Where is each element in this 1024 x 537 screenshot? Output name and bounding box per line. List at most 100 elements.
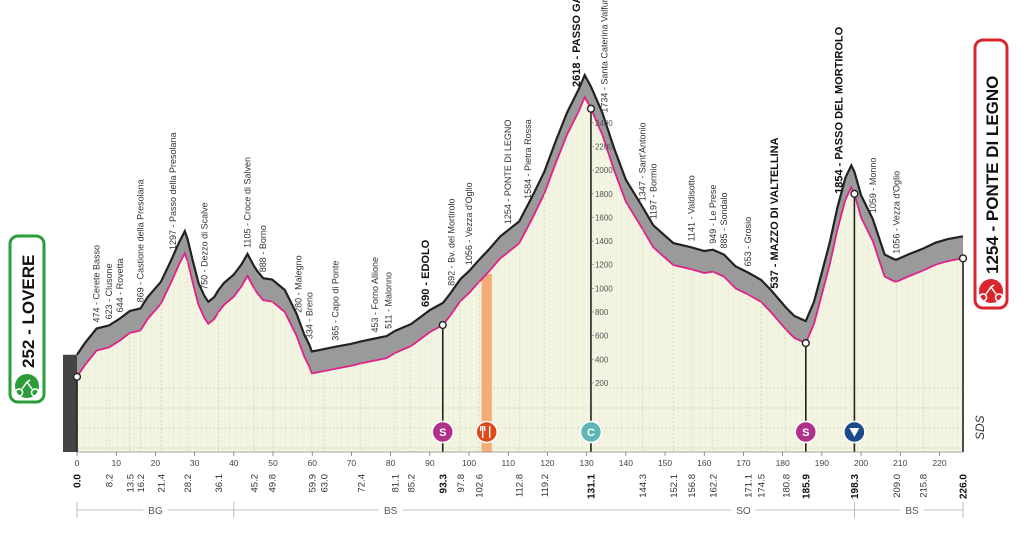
y-tick-label: 400 [595, 355, 609, 364]
place-label: 623 - Clusone [104, 263, 114, 319]
x-tick-label: 190 [815, 458, 829, 468]
km-label: 162.2 [708, 474, 719, 498]
km-label: 21.4 [156, 474, 167, 493]
summit-dot [72, 372, 82, 381]
x-tick-label: 0 [75, 458, 80, 468]
profile-line [76, 95, 964, 378]
km-label: 93.3 [438, 474, 449, 494]
km-label: 180.8 [781, 474, 792, 498]
summit-dot [801, 338, 810, 348]
x-tick-label: 170 [736, 458, 750, 468]
place-label: 892 - Bv. del Mortirolo [446, 199, 456, 286]
y-tick-label: 2400 [595, 119, 613, 128]
x-tick-label: 130 [580, 458, 594, 468]
start-wall [63, 354, 77, 452]
place-label: 1056 - Vezza d'Oglio [464, 182, 474, 265]
place-label: 949 - Le Prese [708, 185, 718, 244]
sds-label: SDS [973, 415, 987, 440]
x-axis: 0 10 20 30 40 50 60 70 80 90 100 110 120 130 140 150 160… [75, 451, 963, 468]
place-label: 888 - Borno [258, 225, 268, 272]
km-label: 8.2 [105, 474, 116, 487]
kom-icon [849, 428, 860, 437]
km-label: 112.8 [515, 474, 526, 497]
sprint-marker [794, 420, 818, 444]
km-label: 0.0 [73, 474, 84, 488]
place-label: 869 - Castione della Presolana [136, 179, 146, 302]
place-label: 1347 - Sant'Antonio [638, 123, 648, 202]
km-label: 28.2 [183, 474, 194, 493]
km-label: 102.6 [475, 474, 486, 498]
x-tick-label: 200 [854, 458, 868, 468]
place-label: 885 - Sondalo [719, 192, 729, 248]
summit-dot [850, 189, 859, 198]
bike-icon [15, 374, 39, 398]
region-bands: BG BS SO BS [76, 502, 964, 518]
place-label: 644 - Rovetta [115, 258, 125, 312]
y-tick-label: 1200 [595, 261, 613, 270]
x-tick-label: 180 [776, 458, 790, 468]
place-label: 334 - Breno [305, 292, 315, 339]
profile-layer [63, 72, 964, 452]
y-tick-label: 2200 [595, 143, 613, 152]
x-tick-label: 10 [111, 458, 121, 468]
x-tick-label: 160 [697, 458, 711, 468]
place-label: 1254 - PONTE DI LEGNO [503, 120, 513, 225]
finish-label: 1254 - PONTE DI LEGNO [983, 76, 1002, 274]
km-label: 171.1 [743, 474, 754, 498]
km-label: 198.3 [850, 474, 861, 499]
km-label: 36.1 [214, 474, 225, 493]
sprint-marker [431, 420, 455, 444]
start-badge: 252 - LOVERE [8, 234, 46, 404]
summit-dot [586, 104, 596, 113]
km-labels: 0.0 8.2 13.5 16.2 21.4 28.2 36.1 45.2 49.8 59.9 63… [73, 474, 970, 499]
cima-marker [579, 420, 603, 444]
place-label: 750 - Dezzo di Scalve [199, 202, 209, 290]
region-label-bg [143, 503, 168, 517]
place-label: 537 - MAZZO DI VALTELLINA [769, 137, 781, 288]
x-tick-label: 150 [658, 458, 672, 468]
km-label: 97.8 [456, 474, 467, 493]
bike-icon [979, 279, 1003, 303]
road-top-edge [76, 72, 964, 356]
sprint-marker-label: S [802, 427, 809, 439]
place-label: 1197 - Bormio [648, 163, 658, 219]
place-label: 1854 - PASSO DEL MORTIROLO [834, 26, 846, 194]
place-label: 1059 - Monno [868, 158, 878, 214]
x-tick-label: 110 [501, 458, 515, 468]
km-label: 119.2 [540, 474, 551, 497]
place-label: 511 - Malonno [384, 272, 394, 329]
y-tick-label: 1000 [595, 284, 613, 293]
km-label: 185.9 [801, 474, 812, 499]
place-label: 1297 - Passo della Presolana [168, 132, 178, 250]
x-tick-label: 140 [619, 458, 633, 468]
km-label: 209.0 [892, 474, 903, 498]
region-label-bg [378, 503, 403, 517]
km-label: 85.2 [407, 474, 418, 493]
summit-dot [438, 320, 447, 330]
feed-icon [479, 426, 491, 438]
x-tick-label: 80 [386, 458, 396, 468]
km-label: 16.2 [136, 474, 147, 493]
road-band [77, 75, 963, 377]
y-tick-label: 1800 [595, 190, 613, 199]
start-label: 252 - LOVERE [19, 255, 38, 368]
place-label: 653 - Grosio [743, 217, 753, 267]
region-label-bg [731, 503, 756, 517]
x-tick-label: 70 [347, 458, 357, 468]
place-label: 1584 - Pietra Rossa [523, 119, 533, 199]
x-tick-label: 30 [190, 458, 200, 468]
x-tick-label: 120 [540, 458, 554, 468]
place-label: 1141 - Valdisotto [687, 175, 697, 241]
x-tick-label: 90 [425, 458, 435, 468]
region-label: BS [905, 506, 919, 517]
x-tick-label: 20 [151, 458, 161, 468]
km-label: 81.1 [390, 474, 401, 493]
x-tick-label: 50 [268, 458, 278, 468]
summit-dot [958, 254, 968, 263]
km-label: 152.1 [669, 474, 680, 498]
km-label: 144.3 [638, 474, 649, 498]
profile-fill-area [77, 97, 963, 452]
place-label: 365 - Capo di Ponte [331, 261, 341, 341]
